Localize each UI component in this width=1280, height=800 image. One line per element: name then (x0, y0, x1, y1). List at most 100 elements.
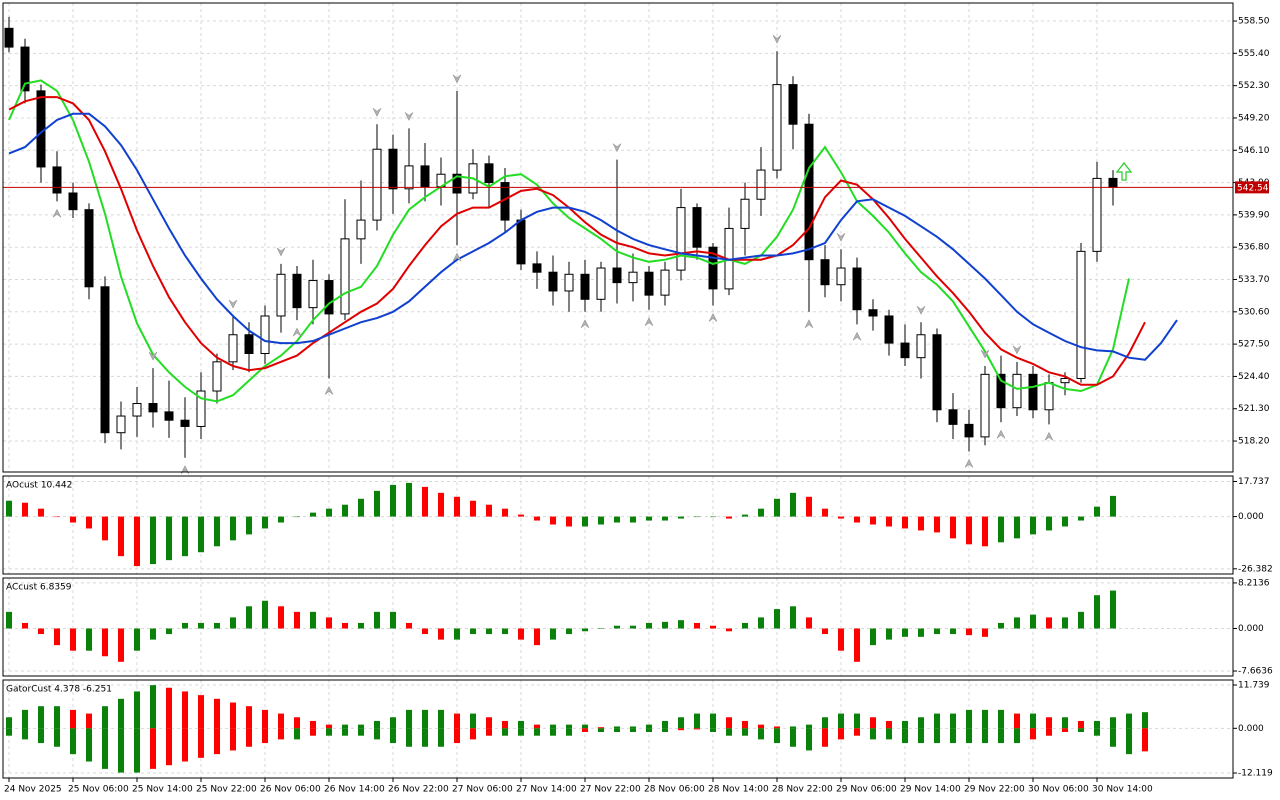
histogram-bar (374, 490, 380, 517)
y-tick-label: 521.30 (1238, 404, 1270, 414)
current-price-label: 542.54 (1237, 183, 1269, 193)
gator-bar (6, 728, 12, 736)
histogram-bar (486, 504, 492, 517)
gator-bar (678, 728, 684, 731)
histogram-bar (262, 600, 268, 629)
candle-body (692, 207, 702, 248)
histogram-bar (998, 622, 1004, 629)
gator-bar (566, 728, 572, 736)
candle-body (1108, 177, 1118, 188)
y-tick-label: -7.6636 (1238, 667, 1273, 677)
gator-bar (326, 724, 332, 729)
histogram-bar (70, 516, 76, 523)
gator-bar (374, 720, 380, 729)
gator-bar (1030, 728, 1036, 740)
candle-body (916, 334, 926, 359)
histogram-bar (870, 516, 876, 525)
histogram-bar (614, 516, 620, 523)
candle-body (884, 315, 894, 344)
histogram-bar (934, 628, 940, 635)
gator-bar (614, 728, 620, 733)
y-tick-label: 530.60 (1238, 307, 1270, 317)
gator-bar (518, 728, 524, 736)
histogram-bar (742, 514, 748, 517)
histogram-bar (422, 628, 428, 635)
y-tick-label: 552.30 (1238, 81, 1270, 91)
histogram-bar (262, 516, 268, 529)
signal-arrow (1115, 162, 1133, 181)
gator-bar (1046, 728, 1052, 736)
candle-body (948, 409, 958, 425)
histogram-bar (998, 516, 1004, 543)
fractal-arrow (372, 108, 382, 117)
histogram-bar (214, 516, 220, 547)
gator-bar (950, 728, 956, 744)
gator-bar (54, 706, 60, 729)
histogram-bar (646, 622, 652, 629)
gator-bar (806, 728, 812, 751)
gator-bar (950, 713, 956, 729)
histogram-bar (726, 516, 732, 519)
histogram-bar (502, 508, 508, 517)
fractal-arrow (916, 306, 926, 315)
gator-bar (6, 717, 12, 729)
histogram-bar (38, 628, 44, 635)
gator-bar (486, 728, 492, 736)
gator-bar (694, 728, 700, 730)
gator-bar (758, 728, 764, 740)
gator-bar (726, 717, 732, 729)
gator-bar (502, 728, 508, 736)
gator-bar (358, 728, 364, 736)
candle-body (596, 267, 606, 300)
histogram-bar (1110, 495, 1116, 517)
gator-bar (678, 717, 684, 729)
candle-body (68, 192, 78, 211)
histogram-bar (566, 628, 572, 635)
histogram-bar (790, 492, 796, 517)
histogram-bar (182, 516, 188, 557)
histogram-bar (454, 496, 460, 517)
gator-bar (102, 728, 108, 769)
histogram-bar (630, 625, 636, 629)
gator-bar (214, 728, 220, 755)
y-tick-label: 8.2136 (1238, 578, 1270, 588)
gator-bar (694, 713, 700, 729)
candle-body (372, 148, 382, 221)
histogram-bar (198, 622, 204, 629)
histogram-bar (982, 628, 988, 637)
candle-body (244, 334, 254, 354)
gator-bar (1046, 717, 1052, 729)
histogram-bar (774, 498, 780, 517)
candle-body (932, 334, 942, 411)
histogram-bar (902, 516, 908, 529)
indicator-title: ACcust 6.8359 (6, 583, 72, 593)
histogram-bar (390, 484, 396, 517)
gator-bar (54, 728, 60, 747)
histogram-bar (86, 516, 92, 529)
candle-body (196, 390, 206, 427)
candle-body (164, 411, 174, 421)
histogram-bar (310, 611, 316, 629)
candle-body (84, 209, 94, 288)
histogram-bar (166, 628, 172, 635)
histogram-bar (582, 628, 588, 632)
histogram-bar (198, 516, 204, 553)
histogram-bar (614, 625, 620, 629)
gator-bar (534, 728, 540, 736)
gator-bar (854, 728, 860, 736)
gator-bar (102, 706, 108, 729)
histogram-bar (70, 628, 76, 651)
histogram-bar (6, 611, 12, 629)
candle-body (36, 90, 46, 168)
gator-bar (118, 728, 124, 773)
candle-body (484, 163, 494, 184)
gator-bar (902, 720, 908, 729)
histogram-bar (1078, 611, 1084, 629)
histogram-bar (870, 628, 876, 646)
histogram-bar (22, 502, 28, 517)
gator-bar (534, 724, 540, 729)
gator-bar (966, 728, 972, 744)
histogram-bar (278, 516, 284, 523)
gator-bar (1142, 712, 1148, 729)
gator-bar (902, 728, 908, 744)
